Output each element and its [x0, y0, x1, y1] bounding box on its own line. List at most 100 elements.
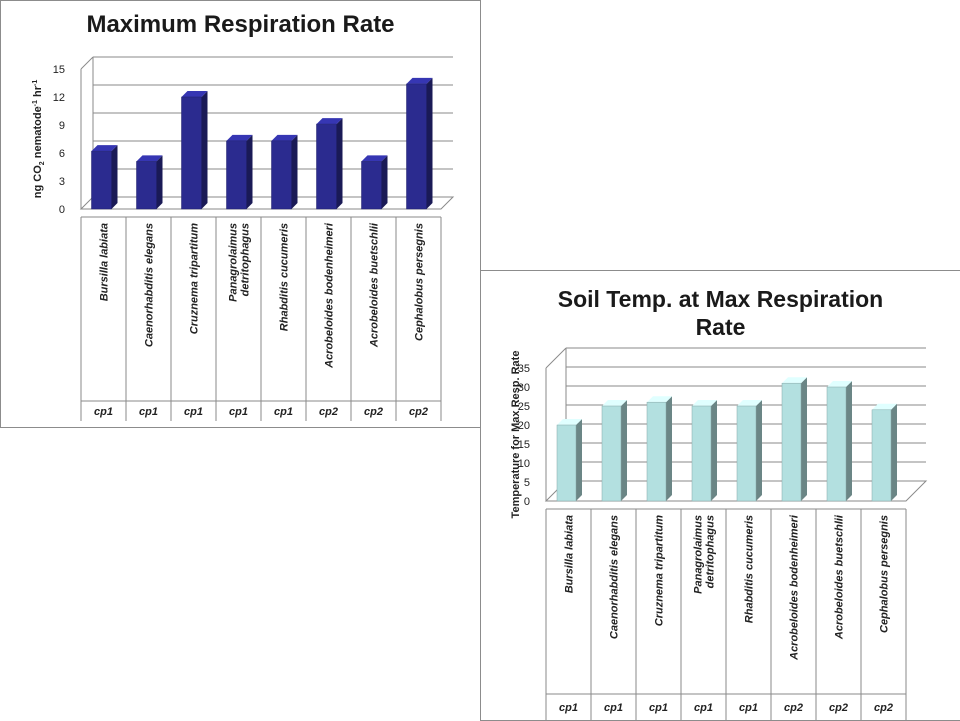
category-label: Acrobeloides buetschlii — [834, 514, 846, 640]
bar-top — [361, 155, 388, 162]
group-label: cp1 — [559, 702, 578, 714]
category-label: Bursilla labiata — [564, 515, 576, 593]
category-label-line: detritophagus — [705, 515, 717, 588]
bar-front — [316, 123, 337, 210]
category-label: Cephalobus persegnis — [414, 223, 426, 341]
group-label: cp2 — [319, 406, 338, 418]
bar-front — [781, 382, 802, 502]
y-tick-label: 35 — [518, 363, 530, 375]
category-label-line: Bursilla labiata — [99, 223, 111, 301]
bar-top — [737, 400, 762, 406]
bar-side — [291, 134, 298, 209]
bar-front — [736, 405, 757, 502]
y-tick-label: 9 — [59, 120, 65, 132]
category-label: Acrobeloides bodenheimeri — [324, 222, 336, 369]
bar-side — [666, 396, 672, 501]
bar-side — [846, 381, 852, 501]
bar-front — [181, 96, 202, 210]
category-label: Rhabditis cucumeris — [744, 515, 756, 623]
bar-front — [361, 161, 382, 210]
group-label: cp2 — [829, 702, 848, 714]
bar-top — [136, 155, 163, 162]
bar-top — [602, 400, 627, 406]
bar — [826, 381, 852, 502]
y-axis-title: Temperature for Max Resp. Rate — [510, 351, 522, 519]
y-tick-label: 15 — [518, 439, 530, 451]
group-label: cp2 — [409, 406, 428, 418]
chart-title-line: Rate — [695, 314, 746, 340]
bar-front — [871, 409, 892, 502]
bar-side — [621, 400, 627, 501]
bar-top — [181, 91, 208, 97]
bar-front — [646, 401, 667, 502]
category-label: Bursilla labiata — [99, 223, 111, 301]
bar-top — [782, 377, 807, 384]
y-axis-title: ng CO2 nematode-1 hr-1 — [32, 80, 46, 199]
y-tick-label: 12 — [53, 92, 65, 104]
y-axis-title-part: -1 — [32, 100, 39, 106]
bar-top — [91, 145, 118, 152]
bar — [871, 403, 897, 502]
category-label-line: Cephalobus persegnis — [414, 223, 426, 341]
category-label-line: Rhabditis cucumeris — [279, 223, 291, 331]
y-tick-label: 10 — [518, 458, 530, 470]
group-label: cp2 — [784, 702, 803, 714]
group-label: cp2 — [364, 406, 383, 418]
bar-top — [557, 419, 582, 425]
y-tick-label: 3 — [59, 176, 65, 188]
category-label: Cruznema tripartitum — [654, 515, 666, 626]
category-label-line: Cephalobus persegnis — [879, 515, 891, 633]
bar — [91, 145, 118, 210]
bar — [181, 91, 208, 210]
bar-top — [271, 134, 298, 141]
bar-top — [406, 77, 433, 84]
bar-side — [801, 377, 807, 501]
group-label: cp1 — [184, 406, 203, 418]
bar-front — [226, 140, 247, 210]
y-axis-title-part: ng CO — [32, 165, 44, 198]
category-label: Cephalobus persegnis — [879, 515, 891, 633]
bar — [271, 134, 298, 210]
bar-side — [201, 91, 208, 209]
bar-side — [336, 118, 343, 209]
respiration-rate-chart-panel: Maximum Respiration Rate 0 3 6 9 12 15 ng CO2 … — [0, 0, 481, 428]
bar-front — [136, 161, 157, 210]
category-label-line: Bursilla labiata — [564, 515, 576, 593]
bar-top — [647, 396, 672, 403]
y-tick-label: 15 — [53, 64, 65, 76]
bar — [406, 77, 433, 210]
bar-side — [111, 145, 118, 209]
bar-top — [316, 118, 343, 125]
chart-title: Maximum Respiration Rate — [86, 11, 395, 38]
bar-top — [692, 400, 717, 406]
category-label: Rhabditis cucumeris — [279, 223, 291, 331]
group-label: cp1 — [604, 702, 623, 714]
category-label: Caenorhabditis elegans — [609, 515, 621, 639]
y-tick-label: 25 — [518, 401, 530, 413]
group-label: cp2 — [874, 702, 893, 714]
category-label-line: Acrobeloides bodenheimeri — [324, 222, 336, 369]
y-axis-title-part: -1 — [32, 80, 39, 86]
bar — [736, 400, 762, 502]
bar — [691, 400, 717, 502]
bar-top — [226, 134, 253, 141]
bar — [601, 400, 627, 502]
category-label-line: Panagrolaimus — [693, 515, 705, 594]
category-label: Caenorhabditis elegans — [144, 223, 156, 347]
bar-front — [826, 386, 847, 502]
bar-front — [406, 83, 427, 210]
category-label-line: Caenorhabditis elegans — [144, 223, 156, 347]
group-label: cp1 — [694, 702, 713, 714]
category-label-line: Rhabditis cucumeris — [744, 515, 756, 623]
bar-side — [156, 155, 163, 209]
category-label-line: Acrobeloides buetschlii — [834, 514, 846, 640]
side-wall-edge — [545, 347, 567, 369]
y-axis-title-part: hr — [32, 85, 44, 100]
group-label: cp1 — [229, 406, 248, 418]
category-label-line: Cruznema tripartitum — [654, 515, 666, 626]
group-label: cp1 — [739, 702, 758, 714]
category-label-line: Caenorhabditis elegans — [609, 515, 621, 639]
bar-front — [601, 405, 622, 502]
